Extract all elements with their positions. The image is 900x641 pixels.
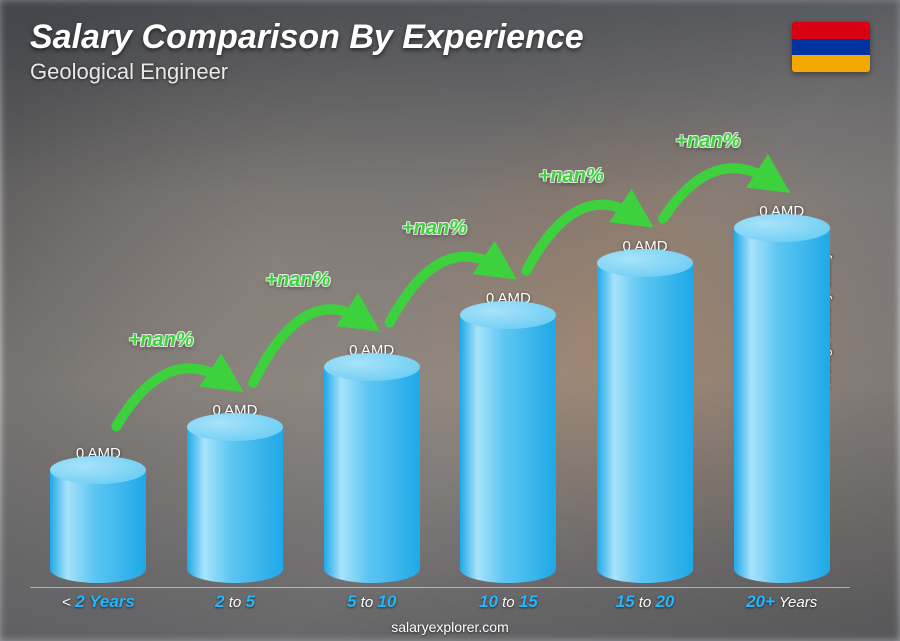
flag-stripe-2 [792,39,870,56]
x-axis-label: 20+ Years [713,592,850,611]
bar-slot: 0 AMD [167,110,304,583]
bar-body [734,228,830,583]
bar [734,228,830,583]
bar-body [597,263,693,583]
page-title: Salary Comparison By Experience [30,18,870,57]
page-subtitle: Geological Engineer [30,59,870,85]
bar [460,315,556,583]
bar-slot: 0 AMD [440,110,577,583]
bar-top-ellipse [187,413,283,441]
x-axis: < 2 Years2 to 55 to 1010 to 1515 to 2020… [30,587,850,611]
x-axis-label: 15 to 20 [577,592,714,611]
bar-slot: 0 AMD [713,110,850,583]
x-axis-label: 10 to 15 [440,592,577,611]
bar-body [460,315,556,583]
attribution: salaryexplorer.com [0,619,900,635]
flag-stripe-1 [792,22,870,39]
bar [50,470,146,583]
bar-chart: 0 AMD0 AMD0 AMD0 AMD0 AMD0 AMD +nan%+nan… [30,110,850,583]
bar-body [50,470,146,583]
bar [597,263,693,583]
bar-top-ellipse [597,249,693,277]
content-wrapper: Salary Comparison By Experience Geologic… [0,0,900,641]
bar-slot: 0 AMD [30,110,167,583]
bar-top-ellipse [324,353,420,381]
bar-top-ellipse [734,214,830,242]
x-axis-label: 2 to 5 [167,592,304,611]
bar [324,367,420,584]
bar-top-ellipse [460,301,556,329]
bar-slot: 0 AMD [303,110,440,583]
bars-container: 0 AMD0 AMD0 AMD0 AMD0 AMD0 AMD [30,110,850,583]
bar-slot: 0 AMD [577,110,714,583]
x-axis-label: 5 to 10 [303,592,440,611]
country-flag [792,22,870,72]
bar-body [324,367,420,584]
bar [187,427,283,583]
x-axis-label: < 2 Years [30,592,167,611]
flag-stripe-3 [792,55,870,72]
bar-body [187,427,283,583]
